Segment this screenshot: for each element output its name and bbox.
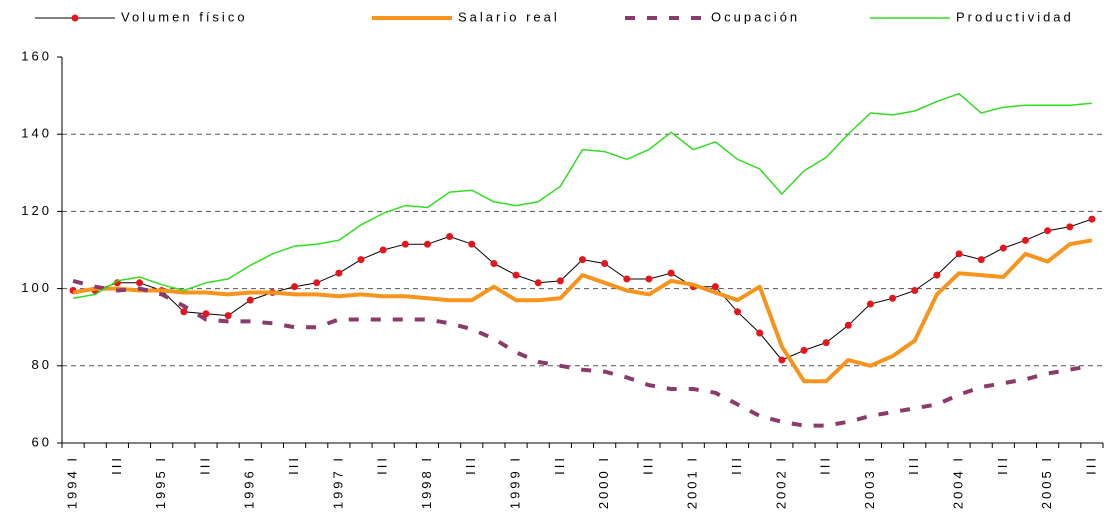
x-tick-label: 2005 I — [1039, 455, 1054, 509]
legend-label: Volumen físico — [121, 9, 248, 24]
data-point — [734, 308, 742, 316]
x-tick-label: 2001 I — [685, 455, 700, 509]
data-point — [822, 339, 830, 347]
x-tick-label: 1995 I — [153, 455, 168, 509]
data-point — [933, 271, 941, 279]
x-tick-label: 1997 I — [330, 455, 345, 509]
data-point — [534, 279, 542, 287]
data-point — [911, 287, 919, 295]
data-point — [756, 329, 764, 337]
legend-label: Productividad — [956, 9, 1074, 24]
data-point — [446, 232, 454, 240]
x-tick-label: 1996 I — [242, 455, 257, 509]
data-point — [1021, 236, 1029, 244]
data-point — [512, 271, 520, 279]
data-point — [490, 260, 498, 268]
y-tick-label: 160 — [21, 48, 52, 63]
data-point — [579, 256, 586, 264]
data-point — [556, 277, 564, 285]
x-tick-label: 1999 I — [507, 455, 522, 509]
series-line — [72, 92, 1092, 300]
x-tick-label: III — [375, 455, 390, 475]
x-tick-label: III — [1083, 455, 1098, 475]
data-point — [667, 269, 675, 277]
y-tick-label: 100 — [21, 280, 52, 295]
data-point — [246, 296, 254, 304]
data-point — [645, 275, 653, 283]
x-tick-label: 2003 I — [862, 455, 877, 509]
data-point — [778, 356, 786, 364]
x-tick-label: III — [818, 455, 833, 475]
data-point — [866, 300, 874, 308]
series-line — [72, 238, 1093, 384]
y-tick-label: 140 — [21, 126, 52, 141]
data-point — [423, 240, 431, 248]
data-point — [889, 294, 897, 302]
data-point — [844, 321, 852, 329]
data-point — [711, 283, 719, 291]
x-tick-label: 1994 I — [65, 455, 80, 509]
data-point — [955, 250, 963, 258]
data-point — [1088, 215, 1096, 223]
x-tick-label: III — [463, 455, 478, 475]
legend-label: Salario real — [458, 9, 560, 24]
data-point — [291, 283, 299, 291]
data-point — [977, 256, 985, 264]
data-point — [224, 312, 232, 320]
data-point — [401, 240, 409, 248]
legend-marker — [71, 14, 79, 22]
x-tick-label: III — [286, 455, 301, 475]
legend-label: Ocupación — [711, 9, 800, 24]
data-point — [180, 308, 188, 316]
data-point — [999, 244, 1007, 252]
data-point — [1044, 227, 1052, 235]
data-point — [623, 275, 631, 283]
x-tick-label: 2004 I — [950, 455, 965, 509]
x-tick-label: III — [640, 455, 655, 475]
data-point — [335, 269, 343, 277]
data-point — [136, 279, 144, 287]
x-tick-label: III — [906, 455, 921, 475]
x-tick-label: III — [729, 455, 744, 475]
x-tick-label: III — [197, 455, 212, 475]
y-tick-label: 80 — [32, 357, 52, 372]
x-tick-label: 2000 I — [596, 455, 611, 509]
y-tick-label: 60 — [32, 434, 52, 449]
data-point — [601, 260, 609, 268]
series-line — [72, 278, 1093, 428]
x-tick-label: III — [552, 455, 567, 475]
x-tick-label: III — [109, 455, 124, 475]
data-point — [800, 346, 808, 354]
data-point — [357, 256, 365, 264]
x-tick-label: III — [995, 455, 1010, 475]
data-point — [313, 279, 321, 287]
x-tick-label: 2002 I — [773, 455, 788, 509]
data-point — [202, 310, 210, 318]
x-tick-label: 1998 I — [419, 455, 434, 509]
data-point — [379, 246, 387, 254]
data-point — [1066, 223, 1074, 231]
y-tick-label: 120 — [21, 203, 52, 218]
data-point — [468, 240, 476, 248]
